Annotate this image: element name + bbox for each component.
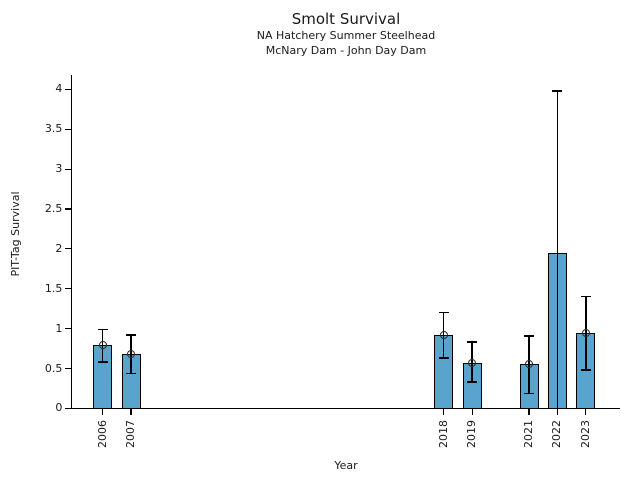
x-tick-label-2021: 2021 bbox=[522, 420, 536, 448]
y-tick-0.5 bbox=[65, 367, 72, 370]
x-axis-label: Year bbox=[334, 459, 358, 472]
error-cap-top-2007 bbox=[126, 334, 137, 336]
x-tick-2007 bbox=[130, 409, 132, 416]
error-cap-top-2023 bbox=[580, 296, 591, 298]
chart-subtitle-1: NA Hatchery Summer Steelhead bbox=[256, 29, 436, 42]
error-cap-top-2022 bbox=[552, 90, 563, 92]
y-tick-label-0: 0 bbox=[55, 401, 63, 415]
chart-subtitle-2: McNary Dam - John Day Dam bbox=[265, 44, 427, 57]
x-tick-2006 bbox=[102, 409, 104, 416]
error-cap-top-2018 bbox=[438, 311, 449, 314]
y-tick-3 bbox=[65, 168, 72, 170]
y-tick-label-2: 2 bbox=[55, 241, 63, 255]
y-tick-label-3.5: 3.5 bbox=[44, 122, 63, 136]
x-tick-label-2019: 2019 bbox=[465, 420, 479, 448]
error-cap-bottom-2022 bbox=[552, 407, 563, 410]
x-tick-label-2007: 2007 bbox=[124, 420, 138, 448]
y-tick-label-1: 1 bbox=[55, 321, 63, 335]
error-cap-bottom-2018 bbox=[438, 357, 449, 359]
y-tick-3.5 bbox=[65, 128, 72, 130]
error-cap-bottom-2021 bbox=[524, 392, 535, 394]
x-tick-2018 bbox=[443, 409, 445, 416]
error-cap-top-2019 bbox=[467, 341, 478, 343]
y-tick-1.5 bbox=[65, 288, 72, 290]
y-axis-spine bbox=[70, 75, 72, 409]
chart-title: Smolt Survival bbox=[291, 10, 401, 28]
x-tick-2022 bbox=[556, 409, 559, 416]
x-tick-label-2022: 2022 bbox=[550, 420, 564, 448]
y-tick-label-1.5: 1.5 bbox=[44, 281, 63, 295]
x-tick-2019 bbox=[471, 409, 473, 416]
error-bar-2022 bbox=[556, 90, 559, 409]
error-cap-bottom-2023 bbox=[580, 369, 591, 371]
y-tick-label-4: 4 bbox=[55, 82, 63, 96]
error-cap-top-2006 bbox=[97, 328, 108, 331]
marker-2019 bbox=[468, 358, 477, 367]
error-cap-bottom-2006 bbox=[97, 361, 108, 363]
x-axis-spine bbox=[70, 407, 620, 409]
x-tick-2023 bbox=[585, 409, 587, 416]
x-tick-label-2018: 2018 bbox=[436, 420, 450, 448]
y-tick-2.5 bbox=[65, 208, 72, 210]
marker-2023 bbox=[581, 328, 590, 337]
y-axis-label: PIT-Tag Survival bbox=[9, 191, 22, 277]
y-tick-4 bbox=[65, 88, 72, 90]
error-cap-top-2021 bbox=[524, 335, 535, 337]
error-cap-bottom-2019 bbox=[467, 381, 478, 383]
x-tick-2021 bbox=[528, 409, 530, 416]
x-tick-label-2006: 2006 bbox=[95, 420, 109, 448]
y-tick-label-0.5: 0.5 bbox=[44, 361, 63, 375]
marker-2006 bbox=[98, 340, 107, 349]
marker-2007 bbox=[127, 350, 136, 359]
marker-2021 bbox=[525, 359, 534, 368]
x-tick-label-2023: 2023 bbox=[578, 420, 592, 448]
y-tick-label-3: 3 bbox=[55, 162, 63, 176]
y-tick-0 bbox=[65, 407, 72, 409]
y-tick-1 bbox=[65, 328, 72, 330]
error-cap-bottom-2007 bbox=[126, 372, 137, 374]
marker-2018 bbox=[439, 331, 448, 340]
y-tick-label-2.5: 2.5 bbox=[44, 201, 63, 215]
y-tick-2 bbox=[65, 248, 72, 250]
